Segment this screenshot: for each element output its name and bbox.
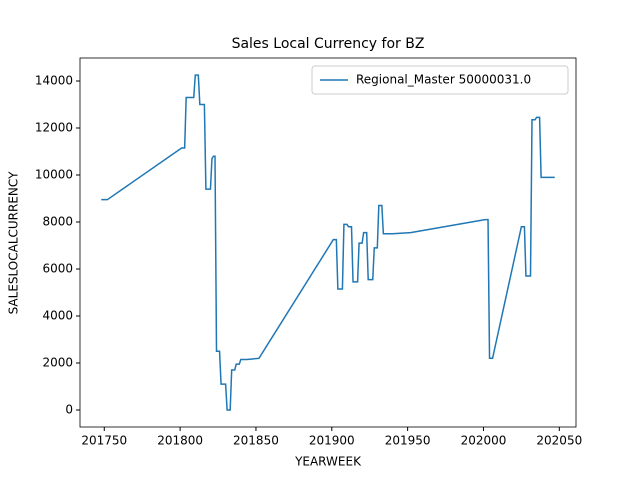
x-axis-label: YEARWEEK: [294, 455, 362, 469]
y-tick-label: 10000: [35, 168, 73, 182]
y-tick-label: 4000: [42, 309, 73, 323]
y-tick-label: 8000: [42, 215, 73, 229]
x-tick-label: 201800: [157, 434, 203, 448]
y-axis-label: SALESLOCALCURRENCY: [7, 171, 21, 314]
legend-frame: [311, 65, 569, 95]
x-tick-label: 201900: [309, 434, 355, 448]
legend-label: Regional_Master 50000031.0: [356, 73, 531, 87]
x-tick-label: 202050: [536, 434, 582, 448]
y-tick-label: 2000: [42, 356, 73, 370]
x-tick-label: 201850: [233, 434, 279, 448]
line-series: [101, 74, 555, 411]
legend: Regional_Master 50000031.0: [311, 65, 569, 95]
x-tick-label: 202000: [461, 434, 507, 448]
x-tick-label: 201750: [81, 434, 127, 448]
x-tick-label: 201950: [385, 434, 431, 448]
chart-title: Sales Local Currency for BZ: [232, 36, 425, 52]
plot-frame: [79, 57, 577, 428]
y-tick-label: 0: [65, 403, 73, 417]
y-tick-label: 6000: [42, 262, 73, 276]
y-tick-label: 12000: [35, 121, 73, 135]
y-tick-label: 14000: [35, 74, 73, 88]
